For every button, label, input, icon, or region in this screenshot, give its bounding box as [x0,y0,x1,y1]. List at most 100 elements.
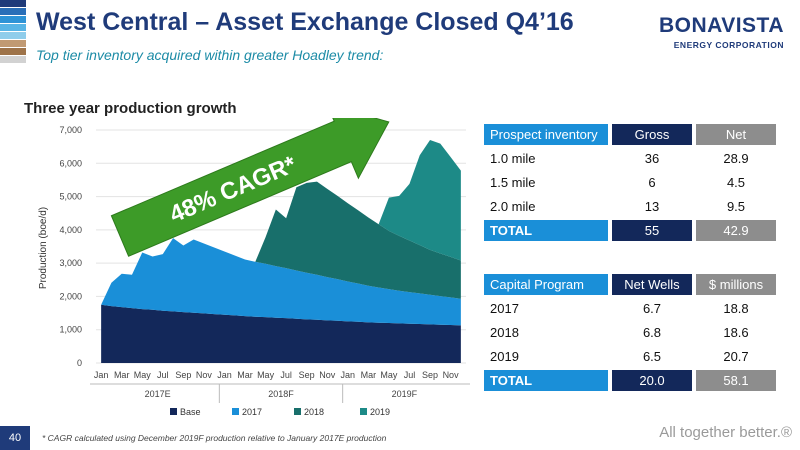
column-header: Gross [612,124,692,145]
y-tick-label: 4,000 [59,225,82,235]
column-header: $ millions [696,274,776,295]
legend-swatch [294,408,301,415]
total-label: TOTAL [484,220,608,241]
y-tick-label: 5,000 [59,192,82,202]
x-tick-label: Jan [217,370,232,380]
total-cell: 58.1 [696,370,776,391]
x-tick-label: Jul [280,370,292,380]
accent-stripe [0,32,26,39]
company-logo-subtitle: ENERGY CORPORATION [673,40,784,50]
y-tick-label: 0 [77,358,82,368]
table-cell: 1.5 mile [490,175,536,190]
area-base [101,304,461,363]
table-cell: 4.5 [726,175,746,190]
legend-label: Base [180,407,201,417]
table-row: 2.0 mile 13 9.5 [484,196,776,217]
total-cell: 42.9 [696,220,776,241]
y-axis-label: Production (boe/d) [38,207,49,289]
y-axis-ticks: 0 1,000 2,000 3,000 4,000 5,000 6,000 7,000 [59,125,82,368]
area-2018 [101,181,461,305]
x-tick-label: Nov [196,370,213,380]
x-tick-label: Mar [114,370,130,380]
column-header: Prospect inventory [484,124,608,145]
x-tick-label: Nov [443,370,460,380]
accent-stripe [0,0,26,7]
footnote: * CAGR calculated using December 2019F p… [42,433,387,443]
legend-swatch [170,408,177,415]
chart-legend: Base 2017 2018 2019 [170,407,390,417]
accent-stripe [0,56,26,63]
page-number: 40 [0,426,30,450]
x-tick-label: May [380,370,398,380]
total-cell: 55 [612,220,692,241]
capital-program-table: Capital Program Net Wells $ millions 201… [480,271,780,394]
chart-section-title: Three year production growth [24,100,237,117]
table-cell: 18.6 [723,325,749,340]
x-tick-label: Nov [319,370,336,380]
x-tick-label: Jan [341,370,356,380]
page-title: West Central – Asset Exchange Closed Q4’… [36,8,574,36]
total-cell: 20.0 [612,370,692,391]
table-row: 2019 6.5 20.7 [484,346,776,367]
table-cell: 6 [648,175,656,190]
x-tick-label: May [257,370,275,380]
table-cell: 2019 [490,349,519,364]
table-cell: 6.5 [642,349,662,364]
area-2017 [101,238,461,326]
table-cell: 28.9 [723,151,749,166]
table-total-row: TOTAL 20.0 58.1 [484,370,776,391]
legend-swatch [232,408,239,415]
accent-stripes [0,0,26,70]
x-tick-label: Sep [422,370,438,380]
table-header-row: Capital Program Net Wells $ millions [484,274,776,295]
page-subtitle: Top tier inventory acquired within great… [36,47,384,63]
legend-label: 2019 [370,407,390,417]
table-cell: 36 [644,151,660,166]
y-tick-label: 6,000 [59,158,82,168]
table-cell: 1.0 mile [490,151,536,166]
area-2019 [101,139,461,305]
year-label: 2019F [392,389,418,399]
column-header: Net Wells [612,274,692,295]
accent-stripe [0,24,26,31]
x-tick-label: Mar [361,370,377,380]
table-cell: 20.7 [723,349,749,364]
x-tick-label: Jul [404,370,416,380]
table-cell: 2017 [490,301,519,316]
y-tick-label: 7,000 [59,125,82,135]
table-cell: 13 [644,199,660,214]
production-area-chart: 0 1,000 2,000 3,000 4,000 5,000 6,000 7,000 Jan… [38,118,470,417]
y-tick-label: 2,000 [59,291,82,301]
table-cell: 2018 [490,325,519,340]
x-tick-label: Jul [157,370,169,380]
total-label: TOTAL [484,370,608,391]
table-row: 2018 6.8 18.6 [484,322,776,343]
table-row: 1.0 mile 36 28.9 [484,148,776,169]
table-total-row: TOTAL 55 42.9 [484,220,776,241]
x-tick-label: Sep [175,370,191,380]
y-tick-label: 3,000 [59,258,82,268]
table-cell: 18.8 [723,301,749,316]
x-tick-label: Sep [299,370,315,380]
prospect-inventory-table: Prospect inventory Gross Net 1.0 mile 36… [480,121,780,244]
tagline: All together better.® [659,424,792,441]
year-label: 2018F [268,389,294,399]
year-label: 2017E [145,389,171,399]
accent-stripe [0,8,26,15]
x-axis-ticks: Jan Mar May Jul Sep Nov Jan Mar May Jul Sep Nov Jan M… [90,370,470,403]
accent-stripe [0,48,26,55]
x-tick-label: Jan [94,370,109,380]
column-header: Net [696,124,776,145]
accent-stripe [0,16,26,23]
x-tick-label: Mar [237,370,253,380]
table-header-row: Prospect inventory Gross Net [484,124,776,145]
legend-swatch [360,408,367,415]
table-cell: 6.8 [642,325,662,340]
y-tick-label: 1,000 [59,325,82,335]
company-logo: BONAVISTA [658,14,784,37]
column-header: Capital Program [484,274,608,295]
table-row: 2017 6.7 18.8 [484,298,776,319]
table-cell: 9.5 [726,199,746,214]
legend-label: 2017 [242,407,262,417]
legend-label: 2018 [304,407,324,417]
